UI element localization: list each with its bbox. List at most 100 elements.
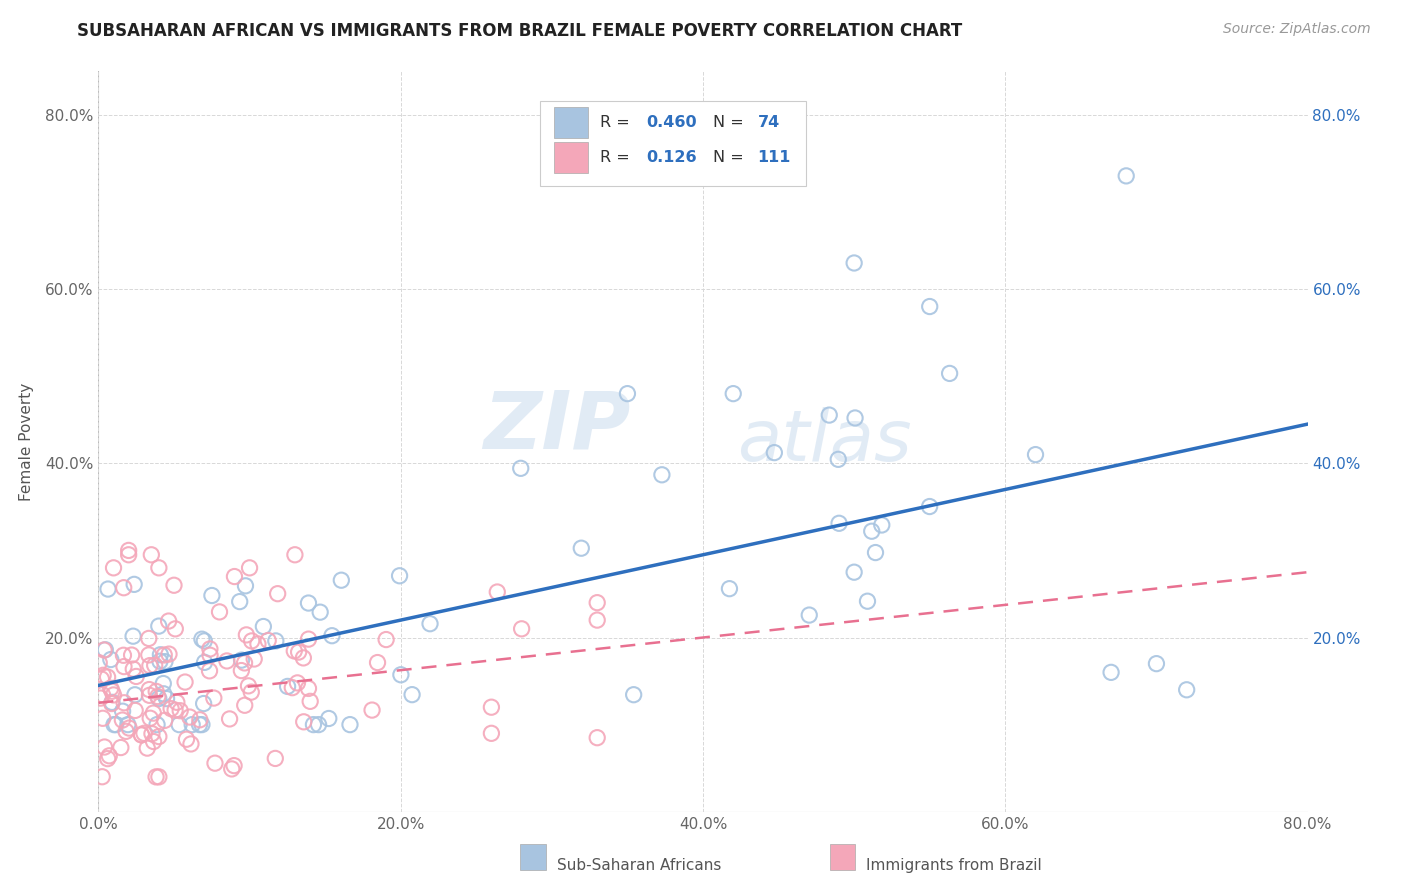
- Point: [586, 731, 609, 745]
- Point: [124, 703, 146, 717]
- Point: [181, 717, 204, 731]
- Point: [231, 653, 253, 667]
- Point: [174, 675, 197, 690]
- Point: [238, 679, 260, 693]
- Point: [918, 500, 941, 514]
- Point: [138, 689, 160, 703]
- Point: [375, 632, 398, 647]
- Point: [844, 565, 866, 579]
- Point: [287, 645, 309, 659]
- Point: [388, 568, 411, 582]
- Point: [510, 622, 533, 636]
- Point: [118, 721, 141, 735]
- Point: [233, 656, 256, 670]
- Point: [131, 728, 153, 742]
- Point: [198, 642, 221, 657]
- Point: [302, 717, 325, 731]
- Point: [136, 741, 159, 756]
- Point: [218, 712, 240, 726]
- Text: R =: R =: [600, 150, 636, 165]
- Point: [204, 756, 226, 771]
- Point: [191, 717, 214, 731]
- Point: [918, 300, 941, 314]
- Point: [266, 587, 288, 601]
- Point: [142, 734, 165, 748]
- Point: [138, 682, 160, 697]
- Point: [828, 516, 851, 531]
- Point: [723, 386, 745, 401]
- Point: [157, 614, 180, 628]
- Point: [97, 670, 120, 684]
- Point: [148, 691, 170, 706]
- Point: [367, 656, 389, 670]
- Text: 111: 111: [758, 150, 790, 165]
- Point: [146, 717, 169, 731]
- Point: [193, 656, 215, 670]
- Point: [292, 651, 315, 665]
- Text: SUBSAHARAN AFRICAN VS IMMIGRANTS FROM BRAZIL FEMALE POVERTY CORRELATION CHART: SUBSAHARAN AFRICAN VS IMMIGRANTS FROM BR…: [77, 22, 963, 40]
- Point: [198, 648, 221, 663]
- Point: [104, 717, 127, 731]
- Point: [93, 643, 115, 657]
- Point: [166, 695, 188, 709]
- Point: [1099, 665, 1122, 680]
- Point: [1144, 657, 1167, 671]
- Point: [89, 691, 111, 706]
- Point: [118, 548, 141, 562]
- Point: [143, 658, 166, 673]
- Point: [586, 613, 609, 627]
- Point: [98, 748, 121, 763]
- Point: [240, 634, 263, 648]
- Point: [132, 726, 155, 740]
- Point: [112, 581, 135, 595]
- Point: [149, 654, 172, 668]
- Point: [122, 577, 145, 591]
- Point: [1115, 169, 1137, 183]
- Point: [91, 688, 114, 702]
- Point: [481, 700, 503, 714]
- Point: [281, 681, 304, 695]
- Point: [157, 647, 180, 661]
- Point: [202, 691, 225, 706]
- Point: [155, 691, 177, 706]
- Point: [222, 758, 245, 772]
- Point: [1024, 448, 1046, 462]
- Point: [101, 695, 124, 709]
- Point: [309, 605, 332, 619]
- Point: [389, 667, 412, 681]
- Point: [152, 676, 174, 690]
- Text: ZIP: ZIP: [484, 388, 630, 466]
- Point: [138, 632, 160, 646]
- Point: [191, 632, 214, 647]
- Point: [198, 664, 221, 678]
- Point: [231, 664, 253, 678]
- Point: [139, 711, 162, 725]
- Point: [235, 579, 257, 593]
- Point: [148, 730, 170, 744]
- Point: [339, 717, 361, 731]
- Point: [91, 711, 114, 725]
- Point: [112, 648, 135, 663]
- Point: [321, 629, 343, 643]
- Point: [139, 658, 162, 673]
- Point: [239, 561, 262, 575]
- Point: [111, 704, 134, 718]
- Point: [145, 770, 167, 784]
- Text: N =: N =: [713, 150, 748, 165]
- Point: [818, 408, 841, 422]
- Point: [284, 548, 307, 562]
- Point: [257, 633, 280, 648]
- Point: [799, 608, 821, 623]
- Point: [100, 681, 122, 696]
- Point: [152, 687, 174, 701]
- Text: R =: R =: [600, 115, 636, 130]
- Point: [938, 367, 960, 381]
- Point: [299, 694, 322, 708]
- Point: [179, 710, 201, 724]
- Point: [297, 681, 319, 696]
- Point: [277, 680, 299, 694]
- Point: [292, 714, 315, 729]
- Point: [318, 711, 340, 725]
- Point: [112, 659, 135, 673]
- Text: 0.126: 0.126: [647, 150, 697, 165]
